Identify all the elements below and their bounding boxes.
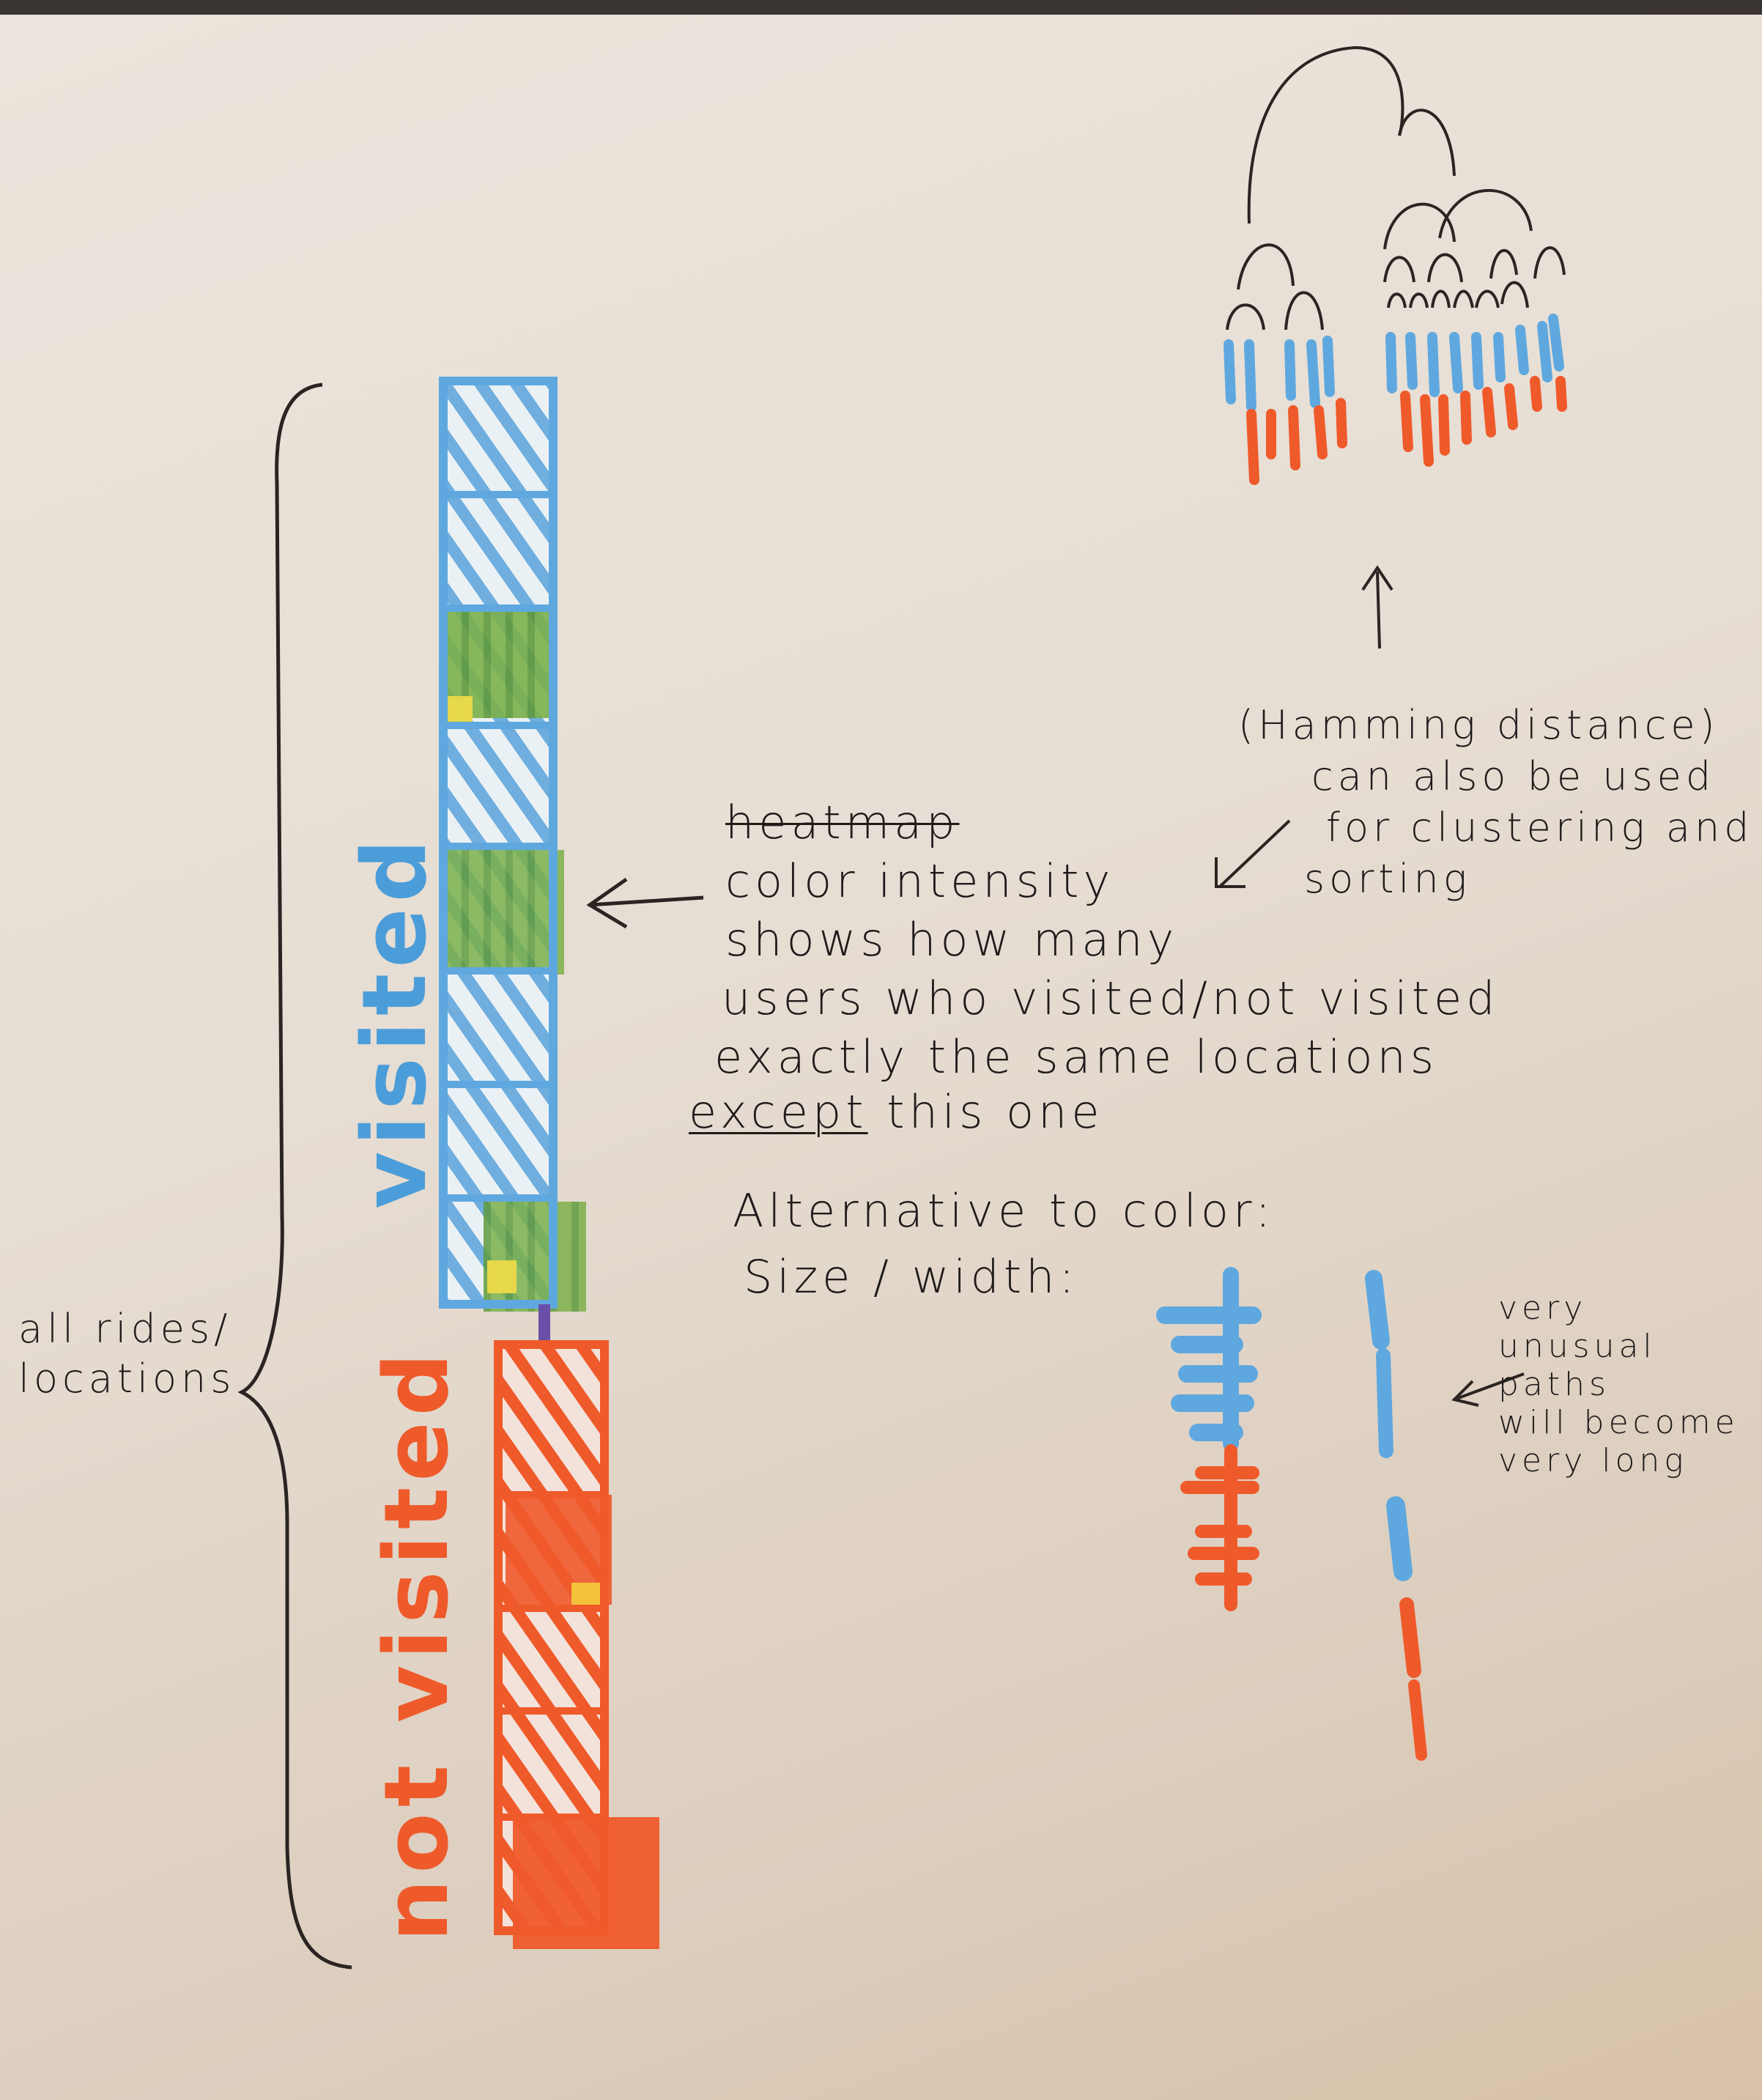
width-glyph-left — [1156, 1267, 1262, 1611]
not-visited-column — [494, 1340, 659, 1949]
struck-heatmap-word: heatmap — [725, 796, 960, 849]
left-curly-bracket — [237, 382, 352, 1970]
table-edge-band — [0, 0, 1762, 15]
annotation-line-2: shows how many — [725, 913, 1179, 966]
not-visited-label: not visited — [366, 1347, 468, 1942]
highlight-yellow-2 — [487, 1260, 517, 1293]
hamming-line-4: sorting — [1304, 856, 1472, 902]
unusual-paths-note: very unusual paths will become very long — [1498, 1290, 1739, 1479]
pointer-arrow-left — [586, 877, 704, 929]
alternative-line-2: Size / width: — [744, 1250, 1079, 1304]
paper-sheet: visited not visited all rides/ locations… — [0, 15, 1762, 2100]
visited-column — [439, 377, 586, 1312]
annotation-line-1: color intensity — [725, 854, 1115, 908]
alternative-line-1: Alternative to color: — [733, 1184, 1276, 1238]
annotation-line-4: exactly the same locations — [714, 1030, 1439, 1084]
hamming-arrow — [1215, 819, 1291, 888]
connector-mark — [538, 1304, 550, 1345]
annotation-line-3: users who visited/not visited — [722, 972, 1500, 1025]
pointer-arrow-unusual — [1451, 1372, 1525, 1407]
except-emphasis: except — [689, 1085, 868, 1139]
up-arrow — [1361, 565, 1393, 649]
highlight-yellow-1 — [447, 696, 473, 725]
hamming-line-1: (Hamming distance) — [1238, 702, 1720, 748]
annotation-line-5-rest: this one — [886, 1085, 1104, 1139]
visited-label: visited — [344, 833, 446, 1209]
highlight-cell-green-2 — [447, 850, 564, 975]
highlight-yellow-3 — [571, 1583, 601, 1608]
sketch-drawing — [237, 45, 1567, 1970]
dendrogram — [1226, 45, 1566, 330]
highlight-cell-green-3 — [484, 1202, 586, 1312]
length-glyph-right — [1365, 1270, 1427, 1761]
annotation-line-5: except this one — [689, 1081, 1104, 1144]
all-rides-locations-label: all rides/ locations — [18, 1306, 236, 1402]
hamming-line-3: for clustering and — [1326, 805, 1754, 851]
hamming-line-2: can also be used — [1311, 753, 1716, 799]
dendrogram-leaves — [1224, 314, 1567, 485]
